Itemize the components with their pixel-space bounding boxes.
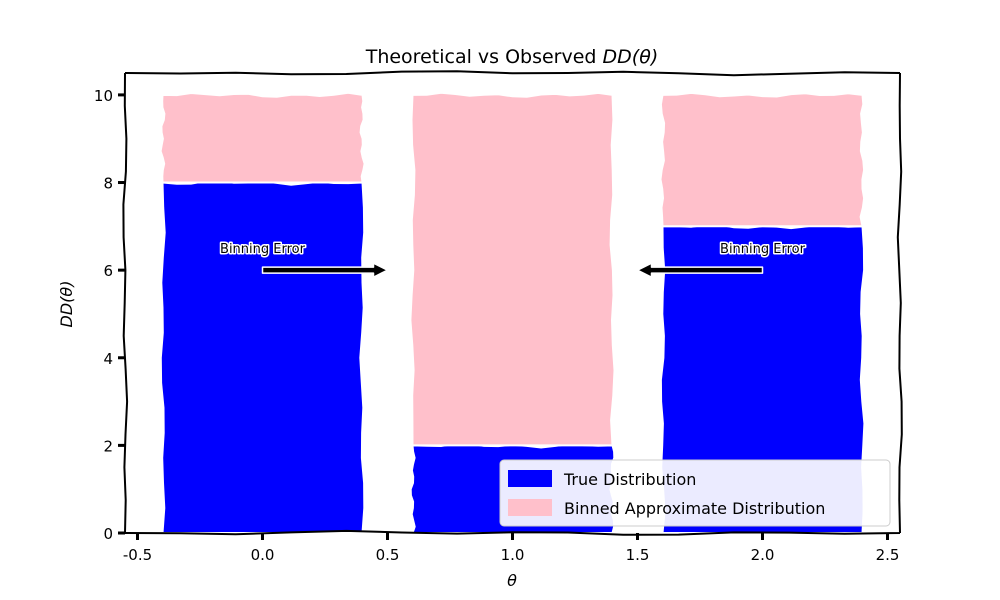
annotation-label: Binning Error (220, 242, 306, 257)
y-tick-label: 2 (103, 437, 113, 455)
legend-label: True Distribution (563, 470, 696, 489)
bar-binned-1 (409, 91, 616, 447)
y-tick-label: 8 (103, 175, 113, 193)
y-axis-label: DD(θ) (57, 281, 76, 328)
bar-binned-2 (659, 91, 866, 228)
x-tick-label: 1.5 (626, 546, 650, 564)
x-tick-label: 1.0 (501, 546, 525, 564)
legend-label: Binned Approximate Distribution (564, 499, 825, 518)
x-tick-label: 2.5 (876, 546, 900, 564)
y-tick-label: 10 (94, 87, 113, 105)
x-tick-label: 0.0 (251, 546, 275, 564)
legend-box (499, 459, 891, 527)
y-tick-label: 0 (103, 525, 113, 543)
annotation-arrow (261, 262, 389, 278)
chart-title-text: Theoretical vs Observed (365, 46, 603, 68)
annotation-arrow (636, 262, 764, 278)
plot-frame (122, 70, 903, 536)
legend-swatch (508, 470, 552, 487)
bar-binned-0 (159, 91, 366, 184)
x-tick-label: 0.5 (376, 546, 400, 564)
annotations: Binning Error Binning Error (219, 241, 807, 278)
ticks: -0.5 0.0 0.5 1.0 1.5 2.0 2.5 0 2 4 6 8 10 (94, 87, 900, 564)
chart-title-math: DD(θ) (603, 46, 659, 68)
bar-true-0 (159, 179, 366, 534)
y-tick-label: 6 (103, 262, 113, 280)
annotation-label: Binning Error (720, 242, 806, 257)
x-axis-label: θ (507, 571, 517, 590)
y-tick-label: 4 (103, 350, 113, 368)
chart-title: Theoretical vs Observed DD(θ) (365, 46, 659, 68)
x-tick-label: -0.5 (123, 546, 152, 564)
legend-swatch (508, 499, 552, 516)
x-tick-label: 2.0 (751, 546, 775, 564)
legend: True Distribution Binned Approximate Dist… (499, 459, 891, 527)
